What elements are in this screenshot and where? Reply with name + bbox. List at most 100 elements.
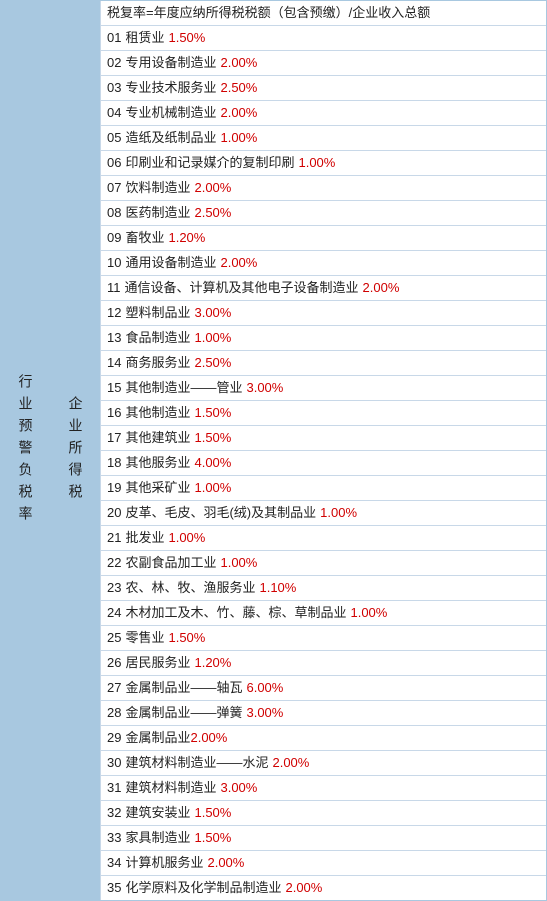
row-label: 其他服务业 <box>125 453 190 473</box>
row-number: 34 <box>107 853 121 873</box>
row-label: 专业技术服务业 <box>125 78 216 98</box>
row-label: 居民服务业 <box>125 653 190 673</box>
row-number: 11 <box>107 278 121 298</box>
row-label: 家具制造业 <box>125 828 190 848</box>
row-rate: 2.00% <box>363 278 400 298</box>
row-rate: 1.20% <box>168 228 205 248</box>
table-row: 31 建筑材料制造业3.00% <box>101 776 546 801</box>
row-label: 化学原料及化学制品制造业 <box>125 878 281 898</box>
row-number: 08 <box>107 203 121 223</box>
table-row: 19 其他采矿业1.00% <box>101 476 546 501</box>
row-number: 23 <box>107 578 121 598</box>
left-header-label: 行业预警负税率 <box>16 374 36 528</box>
row-number: 28 <box>107 703 121 723</box>
row-label: 塑料制品业 <box>125 303 190 323</box>
row-rate: 3.00% <box>246 703 283 723</box>
row-label: 通用设备制造业 <box>125 253 216 273</box>
formula-text: 税复率=年度应纳所得税税额（包含预缴）/企业收入总额 <box>107 3 430 23</box>
row-rate: 2.00% <box>190 728 227 748</box>
row-label: 农副食品加工业 <box>125 553 216 573</box>
table-row: 20 皮革、毛皮、羽毛(绒)及其制品业1.00% <box>101 501 546 526</box>
row-rate: 1.20% <box>194 653 231 673</box>
row-rate: 1.00% <box>220 553 257 573</box>
table-row: 11 通信设备、计算机及其他电子设备制造业2.00% <box>101 276 546 301</box>
row-number: 15 <box>107 378 121 398</box>
row-rate: 1.50% <box>168 28 205 48</box>
table-row: 21 批发业1.00% <box>101 526 546 551</box>
row-number: 21 <box>107 528 121 548</box>
row-number: 32 <box>107 803 121 823</box>
row-rate: 3.00% <box>194 303 231 323</box>
row-rate: 2.00% <box>220 103 257 123</box>
row-rate: 1.50% <box>194 828 231 848</box>
row-rate: 1.00% <box>298 153 335 173</box>
row-label: 金属制品业——弹簧 <box>125 703 242 723</box>
table-row: 14 商务服务业2.50% <box>101 351 546 376</box>
row-rate: 3.00% <box>246 378 283 398</box>
row-number: 14 <box>107 353 121 373</box>
formula-header-row: 税复率=年度应纳所得税税额（包含预缴）/企业收入总额 <box>101 1 546 26</box>
row-number: 04 <box>107 103 121 123</box>
row-label: 农、林、牧、渔服务业 <box>125 578 255 598</box>
row-number: 07 <box>107 178 121 198</box>
row-rate: 2.00% <box>285 878 322 898</box>
row-number: 19 <box>107 478 121 498</box>
table-row: 24 木材加工及木、竹、藤、棕、草制品业1.00% <box>101 601 546 626</box>
table-row: 32 建筑安装业1.50% <box>101 801 546 826</box>
row-number: 01 <box>107 28 121 48</box>
row-number: 25 <box>107 628 121 648</box>
table-row: 34 计算机服务业2.00% <box>101 851 546 876</box>
row-label: 建筑材料制造业 <box>125 778 216 798</box>
row-rate: 2.50% <box>194 353 231 373</box>
row-number: 10 <box>107 253 121 273</box>
row-label: 其他制造业 <box>125 403 190 423</box>
table-row: 05 造纸及纸制品业1.00% <box>101 126 546 151</box>
row-rate: 1.00% <box>168 528 205 548</box>
row-label: 食品制造业 <box>125 328 190 348</box>
table-row: 26 居民服务业1.20% <box>101 651 546 676</box>
row-number: 17 <box>107 428 121 448</box>
table-row: 16 其他制造业1.50% <box>101 401 546 426</box>
row-number: 24 <box>107 603 121 623</box>
table-row: 33 家具制造业1.50% <box>101 826 546 851</box>
row-number: 30 <box>107 753 121 773</box>
row-label: 其他制造业——管业 <box>125 378 242 398</box>
row-number: 12 <box>107 303 121 323</box>
mid-header-cell: 企业所得税 <box>51 1 101 900</box>
table-row: 15 其他制造业——管业3.00% <box>101 376 546 401</box>
table-row: 18 其他服务业4.00% <box>101 451 546 476</box>
row-label: 零售业 <box>125 628 164 648</box>
table-row: 07 饮料制造业2.00% <box>101 176 546 201</box>
row-number: 03 <box>107 78 121 98</box>
row-number: 18 <box>107 453 121 473</box>
row-rate: 2.00% <box>207 853 244 873</box>
row-number: 26 <box>107 653 121 673</box>
table-row: 23 农、林、牧、渔服务业1.10% <box>101 576 546 601</box>
table-row: 10 通用设备制造业2.00% <box>101 251 546 276</box>
table-row: 12 塑料制品业3.00% <box>101 301 546 326</box>
row-rate: 1.50% <box>168 628 205 648</box>
row-label: 商务服务业 <box>125 353 190 373</box>
row-rate: 1.10% <box>259 578 296 598</box>
row-number: 35 <box>107 878 121 898</box>
row-rate: 1.00% <box>320 503 357 523</box>
row-number: 06 <box>107 153 121 173</box>
row-rate: 1.50% <box>194 428 231 448</box>
row-rate: 6.00% <box>246 678 283 698</box>
row-label: 木材加工及木、竹、藤、棕、草制品业 <box>125 603 346 623</box>
row-number: 22 <box>107 553 121 573</box>
tax-table: 行业预警负税率 企业所得税 税复率=年度应纳所得税税额（包含预缴）/企业收入总额… <box>0 0 547 901</box>
row-label: 计算机服务业 <box>125 853 203 873</box>
left-header-cell: 行业预警负税率 <box>1 1 51 900</box>
row-label: 通信设备、计算机及其他电子设备制造业 <box>125 278 359 298</box>
row-rate: 4.00% <box>194 453 231 473</box>
row-label: 金属制品业——轴瓦 <box>125 678 242 698</box>
table-row: 30 建筑材料制造业——水泥2.00% <box>101 751 546 776</box>
row-label: 批发业 <box>125 528 164 548</box>
table-row: 08 医药制造业2.50% <box>101 201 546 226</box>
row-label: 畜牧业 <box>125 228 164 248</box>
row-label: 饮料制造业 <box>125 178 190 198</box>
table-row: 06 印刷业和记录媒介的复制印刷1.00% <box>101 151 546 176</box>
table-row: 09 畜牧业1.20% <box>101 226 546 251</box>
row-rate: 1.00% <box>194 328 231 348</box>
